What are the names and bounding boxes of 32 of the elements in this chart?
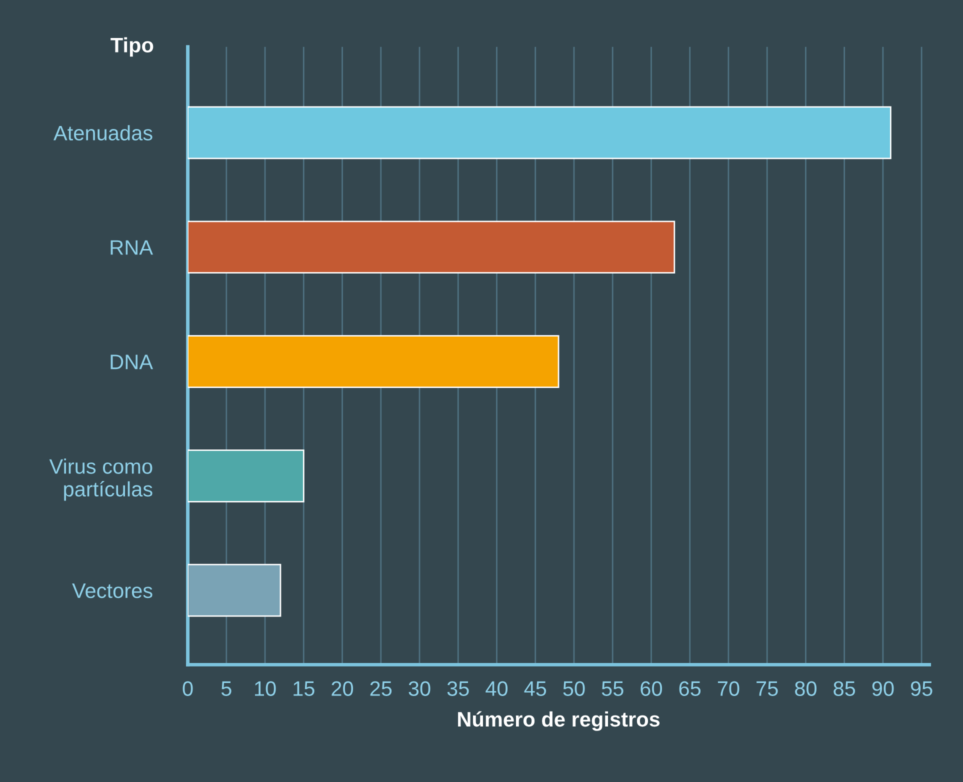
x-tick-label: 0 (182, 681, 193, 696)
y-tick-label: RNA (110, 240, 154, 255)
bar (188, 106, 892, 160)
y-tick-label: Virus como partículas (49, 458, 152, 501)
bar (188, 564, 282, 617)
x-tick-label: 5 (221, 681, 232, 696)
x-tick-label: 20 (332, 681, 354, 696)
x-tick-label: 65 (679, 681, 701, 696)
x-tick-label: 30 (408, 681, 430, 696)
x-tick-label: 95 (910, 681, 932, 696)
x-tick-label: 70 (718, 681, 740, 696)
x-tick-label: 35 (447, 681, 469, 696)
bar (188, 335, 560, 388)
x-tick-label: 10 (255, 681, 276, 696)
x-axis-title: Número de registros (458, 711, 660, 731)
x-tick-label: 55 (602, 681, 624, 696)
bar (188, 450, 304, 502)
x-tick-label: 75 (756, 681, 778, 696)
x-tick-label: 80 (795, 681, 816, 696)
x-tick-label: 90 (872, 681, 894, 696)
bar (188, 220, 676, 274)
y-tick-label: DNA (110, 354, 154, 370)
x-tick-label: 50 (563, 681, 585, 696)
x-tick-label: 40 (486, 681, 508, 696)
x-tick-label: 60 (640, 681, 662, 696)
x-tick-label: 85 (834, 681, 856, 696)
y-tick-label: Vectores (72, 584, 152, 598)
x-tick-label: 45 (524, 681, 546, 696)
y-tick-label: Atenuadas (53, 125, 152, 140)
x-tick-label: 25 (370, 681, 392, 696)
y-axis-title: Tipo (110, 37, 154, 57)
x-tick-label: 15 (294, 681, 314, 696)
